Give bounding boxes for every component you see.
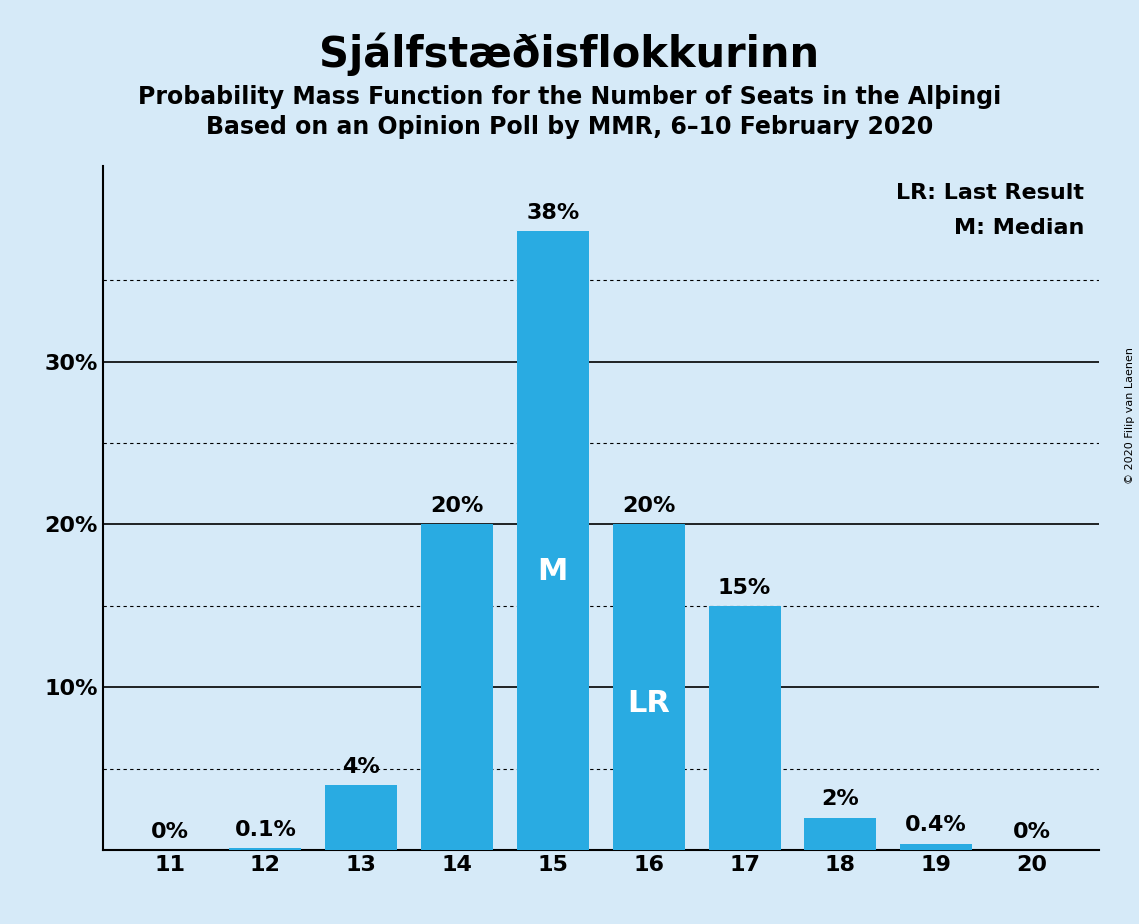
Bar [326,785,398,850]
Text: LR: Last Result: LR: Last Result [896,184,1084,203]
Text: M: Median: M: Median [953,217,1084,237]
Text: M: M [538,557,568,586]
Text: 38%: 38% [526,203,580,224]
Text: Sjálfstæðisflokkurinn: Sjálfstæðisflokkurinn [319,32,820,76]
Text: 0%: 0% [1013,822,1051,842]
Text: 0.4%: 0.4% [906,815,967,835]
Bar [804,818,876,850]
Text: 20%: 20% [622,496,675,517]
Text: 4%: 4% [343,757,380,777]
Bar [421,525,493,850]
Text: LR: LR [628,689,670,718]
Bar [613,525,685,850]
Text: © 2020 Filip van Laenen: © 2020 Filip van Laenen [1125,347,1134,484]
Text: 0%: 0% [150,822,189,842]
Text: 2%: 2% [821,789,859,809]
Text: 0.1%: 0.1% [235,821,296,840]
Bar [517,231,589,850]
Text: Probability Mass Function for the Number of Seats in the Alþingi: Probability Mass Function for the Number… [138,85,1001,109]
Bar [229,848,302,850]
Bar [708,606,780,850]
Bar [900,844,973,850]
Text: 15%: 15% [718,578,771,598]
Text: Based on an Opinion Poll by MMR, 6–10 February 2020: Based on an Opinion Poll by MMR, 6–10 Fe… [206,115,933,139]
Text: 20%: 20% [431,496,484,517]
